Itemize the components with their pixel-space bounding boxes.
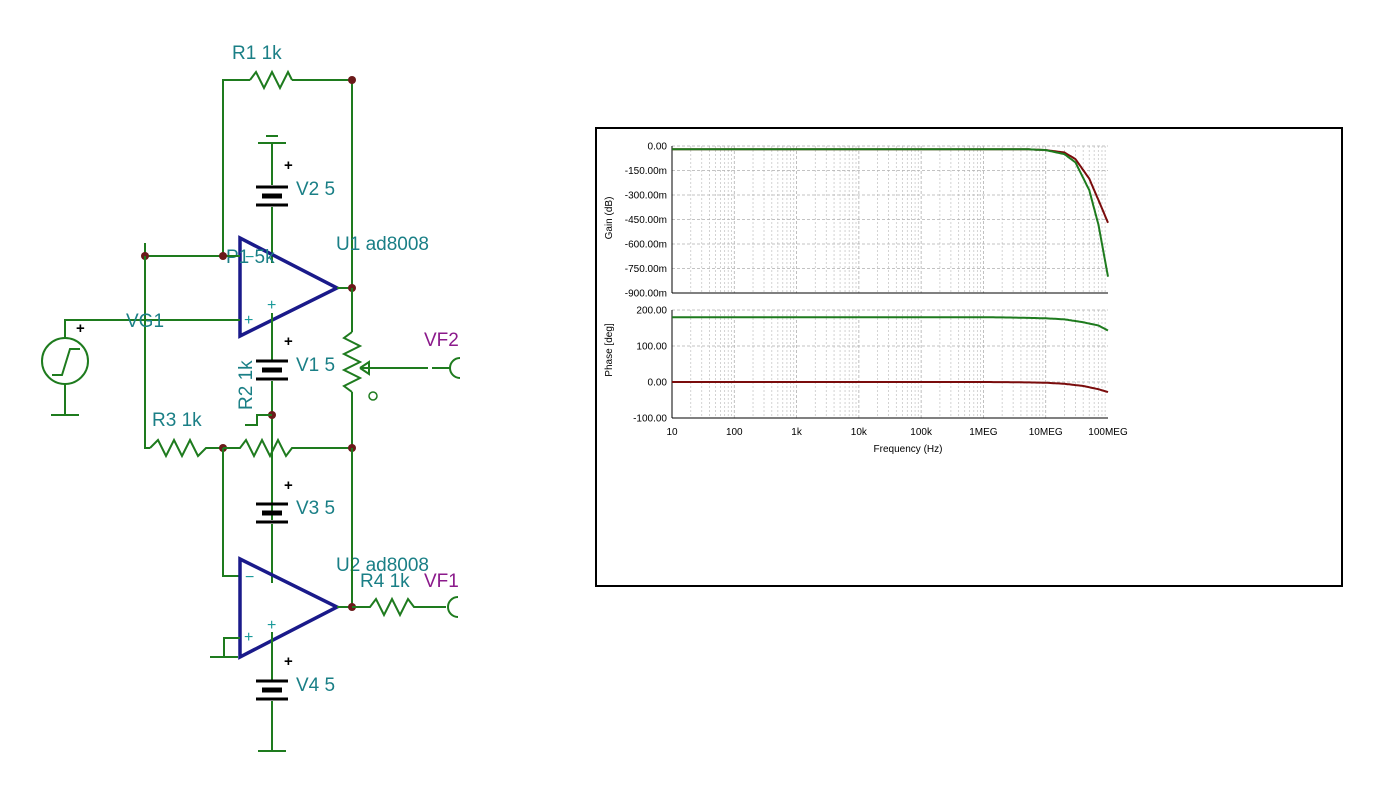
phase-y-tick-label: 100.00 <box>636 342 667 353</box>
signal-generator-vg1[interactable] <box>41 337 89 385</box>
phase-axis-title: Phase [deg] <box>604 323 615 377</box>
phase-y-tick-label: 0.00 <box>648 378 668 389</box>
gain-y-tick-label: -300.00m <box>625 191 667 202</box>
label-u2: U2 ad8008 <box>336 555 429 576</box>
x-tick-label: 10 <box>666 427 678 438</box>
chart-frame <box>595 127 1343 587</box>
node <box>348 76 356 84</box>
wire <box>223 637 240 657</box>
pin-plus: + <box>244 312 253 329</box>
label-p1: P1 5k <box>226 247 275 268</box>
x-tick-label: 1MEG <box>969 427 998 438</box>
x-tick-label: 100 <box>726 427 743 438</box>
plus-mark: + <box>284 333 293 350</box>
plus-mark: + <box>284 477 293 494</box>
x-tick-label: 10MEG <box>1029 427 1063 438</box>
x-tick-label: 100k <box>910 427 933 438</box>
gain-y-tick-label: -600.00m <box>625 240 667 251</box>
gain-y-tick-label: -750.00m <box>625 264 667 275</box>
gain-series-line-1 <box>672 148 1109 224</box>
gain-axis-title: Gain (dB) <box>604 197 615 240</box>
x-tick-label: 10k <box>851 427 868 438</box>
label-vg1: VG1 <box>126 311 164 332</box>
label-r4: R4 1k <box>360 571 410 592</box>
resistor-r2[interactable] <box>223 437 352 459</box>
pin-minus: − <box>245 569 254 586</box>
label-v1: V1 5 <box>296 355 335 376</box>
opamp-u2[interactable] <box>238 556 341 660</box>
resistor-r4[interactable] <box>352 596 446 618</box>
x-tick-label: 1k <box>791 427 803 438</box>
pin-minus: − <box>245 249 254 266</box>
phase-series-line-2 <box>672 381 1109 394</box>
label-v4: V4 5 <box>296 675 335 696</box>
plus-mark: + <box>284 653 293 670</box>
potentiometer-p1[interactable] <box>341 331 363 393</box>
label-r1: R1 1k <box>232 43 282 64</box>
label-vf1: VF1 <box>424 571 459 592</box>
plus-mark: + <box>76 320 85 337</box>
probe-vf1[interactable] <box>447 596 459 618</box>
label-u1: U1 ad8008 <box>336 234 429 255</box>
phase-panel: 200.00 100.00 0.00 -100.00 10 100 1k 10k 100k 1ME… <box>633 306 1128 439</box>
label-v3: V3 5 <box>296 498 335 519</box>
gain-y-tick-label: -450.00m <box>625 215 667 226</box>
phase-y-tick-label: -100.00 <box>633 414 667 425</box>
pin-plus: + <box>244 629 253 646</box>
gain-y-tick-label: -150.00m <box>625 166 667 177</box>
label-r2: R2 1k <box>236 360 257 410</box>
wire <box>64 319 240 338</box>
gain-y-tick-label: -900.00m <box>625 289 667 300</box>
opamp-u1[interactable] <box>238 235 341 339</box>
wire <box>222 448 240 577</box>
resistor-r3[interactable] <box>149 437 223 459</box>
pin-plus: + <box>267 617 276 634</box>
resistor-r1[interactable] <box>249 69 293 91</box>
wire <box>222 79 250 255</box>
gain-panel: 0.00 -150.00m -300.00m -450.00m -600.00m -750… <box>625 142 1109 300</box>
label-r3: R3 1k <box>152 410 202 431</box>
label-v2: V2 5 <box>296 179 335 200</box>
probe-vf2[interactable] <box>449 357 461 379</box>
label-vf2: VF2 <box>424 330 459 351</box>
gain-series-line-2 <box>672 148 1109 277</box>
gain-y-tick-label: 0.00 <box>648 142 668 153</box>
plus-mark: + <box>284 157 293 174</box>
wire <box>144 256 150 449</box>
pin-plus: + <box>267 297 276 314</box>
phase-series-line-1 <box>672 316 1109 332</box>
x-axis-title: Frequency (Hz) <box>874 444 943 455</box>
x-tick-label: 100MEG <box>1088 427 1128 438</box>
circuit-schematic: R1 1k + V2 5 − + + U1 ad8008 P1 5k + VG1… <box>41 43 461 752</box>
phase-y-tick-label: 200.00 <box>636 306 667 317</box>
